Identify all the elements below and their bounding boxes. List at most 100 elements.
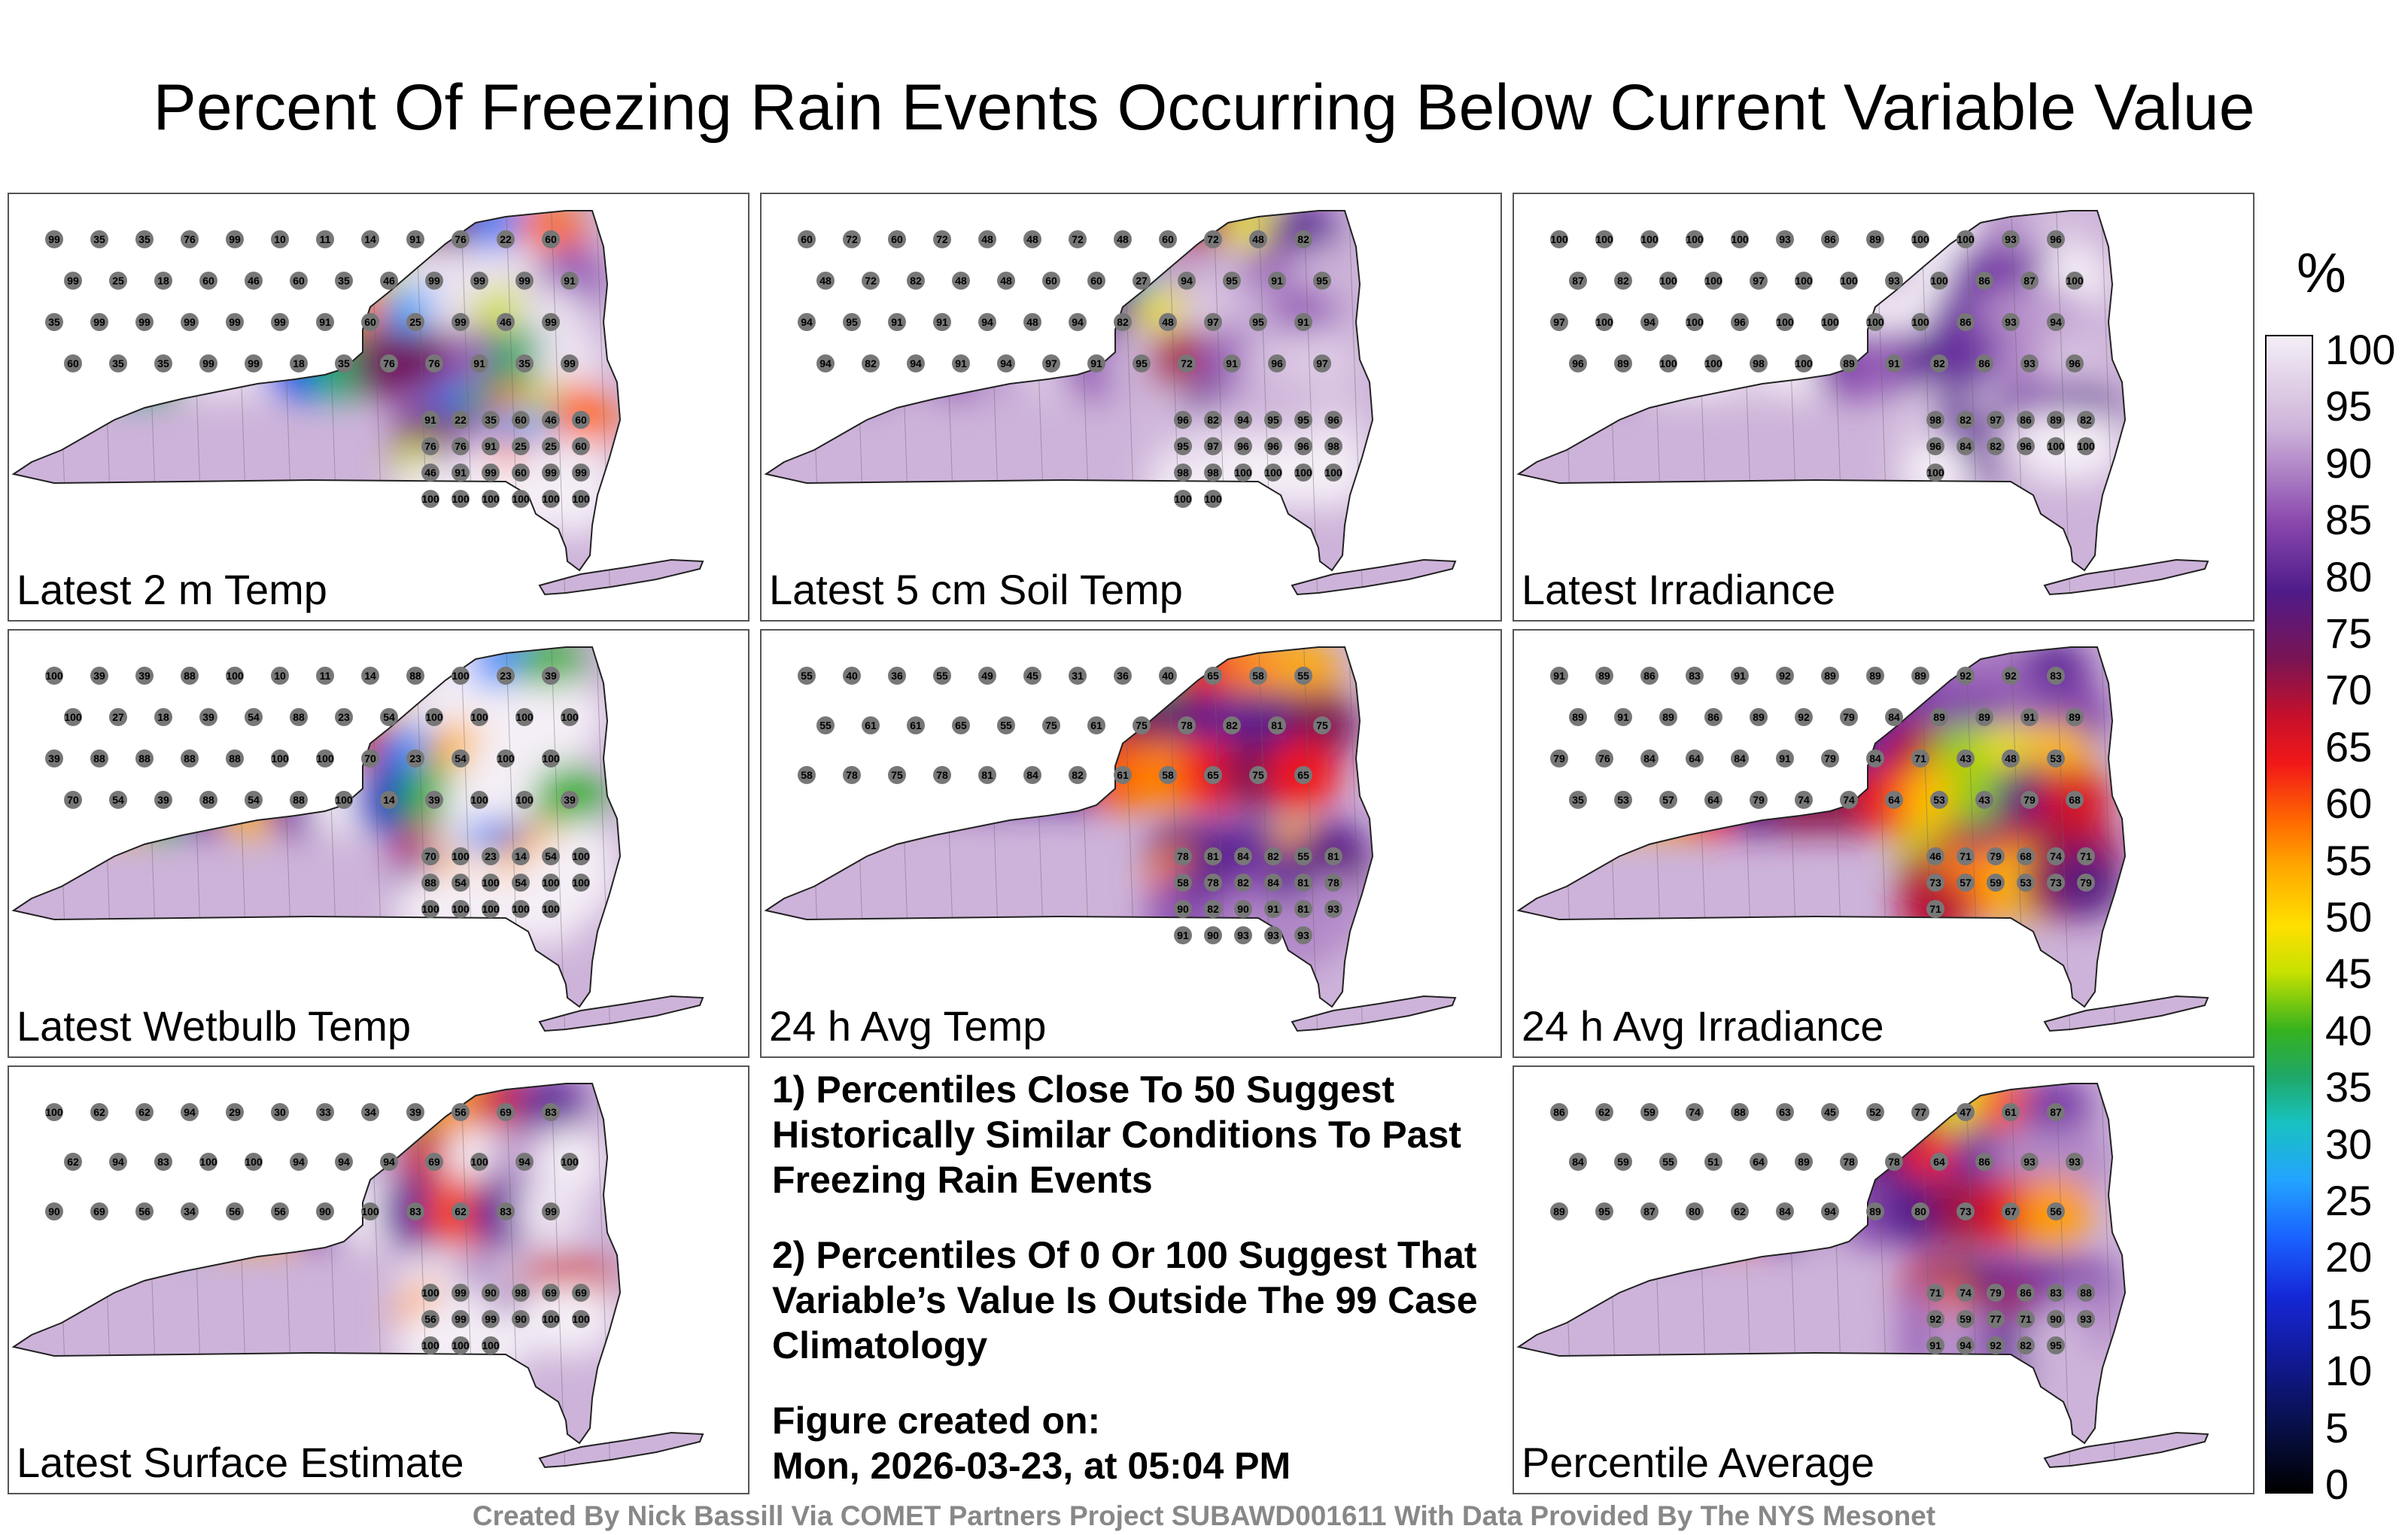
- station-dot: [361, 230, 379, 248]
- colorbar-tick: 85: [2325, 496, 2373, 544]
- station-dot: [1324, 411, 1342, 429]
- station-value: 89: [1598, 670, 1610, 682]
- station-value: 100: [470, 1156, 488, 1168]
- station-dot: [482, 437, 500, 455]
- station-value: 89: [2069, 711, 2081, 723]
- station-dot: [271, 313, 289, 331]
- station-dot: [542, 1103, 560, 1121]
- station-value: 100: [1294, 467, 1312, 479]
- station-value: 94: [1181, 275, 1193, 287]
- station-value: 100: [470, 711, 488, 723]
- station-value: 43: [1978, 794, 1990, 806]
- station-dot: [451, 874, 470, 892]
- station-value: 82: [1960, 414, 1972, 426]
- station-dot: [421, 1310, 439, 1328]
- station-value: 71: [1914, 752, 1926, 764]
- station-value: 56: [424, 1313, 436, 1325]
- station-dot: [1926, 847, 1944, 865]
- station-dot: [1614, 791, 1632, 809]
- station-dot: [361, 667, 379, 685]
- station-value: 59: [1960, 1313, 1972, 1325]
- station-dot: [888, 313, 906, 331]
- station-dot: [135, 1202, 154, 1220]
- station-dot: [482, 1310, 500, 1328]
- station-dot: [271, 230, 289, 248]
- station-dot: [1204, 766, 1222, 784]
- station-value: 100: [542, 903, 560, 915]
- station-dot: [2066, 272, 2084, 290]
- colorbar-tick: 30: [2325, 1120, 2373, 1168]
- station-value: 91: [1888, 357, 1900, 369]
- station-dot: [497, 1103, 515, 1121]
- station-dot: [245, 708, 263, 726]
- station-dot: [907, 716, 925, 734]
- station-value: 96: [1297, 440, 1309, 452]
- station-dot: [816, 272, 835, 290]
- station-dot: [421, 411, 439, 429]
- station-value: 84: [1869, 752, 1881, 764]
- station-dot: [1249, 313, 1267, 331]
- station-dot: [361, 1202, 379, 1220]
- station-value: 56: [138, 1205, 150, 1217]
- station-value: 89: [1843, 357, 1855, 369]
- station-value: 93: [2005, 233, 2017, 245]
- station-value: 91: [955, 357, 967, 369]
- station-dot: [1595, 667, 1613, 685]
- station-value: 18: [293, 357, 305, 369]
- note-1: 1) Percentiles Close To 50 Suggest Histo…: [772, 1068, 1461, 1201]
- county-line: [806, 647, 822, 1031]
- station-value: 70: [424, 850, 436, 862]
- station-value: 76: [428, 357, 440, 369]
- station-dot: [1204, 411, 1222, 429]
- station-dot: [199, 272, 217, 290]
- station-dot: [2017, 411, 2035, 429]
- station-value: 54: [112, 794, 124, 806]
- station-dot: [952, 272, 970, 290]
- station-dot: [1178, 716, 1196, 734]
- colorbar-tick: 55: [2325, 836, 2373, 884]
- station-value: 93: [1237, 929, 1249, 941]
- station-value: 99: [545, 1205, 557, 1217]
- station-value: 90: [1207, 929, 1219, 941]
- station-dot: [1956, 874, 1975, 892]
- station-dot: [1750, 1153, 1768, 1171]
- station-dot: [1042, 354, 1060, 372]
- station-value: 99: [138, 316, 150, 328]
- station-value: 68: [2020, 850, 2032, 862]
- station-dot: [406, 749, 424, 768]
- station-dot: [482, 411, 500, 429]
- station-value: 75: [891, 769, 903, 781]
- station-dot: [1042, 272, 1060, 290]
- station-value: 74: [1689, 1106, 1701, 1118]
- station-value: 90: [1237, 903, 1249, 915]
- station-value: 100: [542, 493, 560, 505]
- station-dot: [997, 272, 1015, 290]
- station-value: 58: [801, 769, 813, 781]
- station-dot: [997, 354, 1015, 372]
- station-value: 39: [93, 670, 105, 682]
- station-value: 60: [575, 440, 587, 452]
- station-dot: [542, 230, 560, 248]
- station-value: 30: [274, 1106, 286, 1118]
- station-value: 48: [819, 275, 832, 287]
- station-dot: [1087, 354, 1105, 372]
- station-dot: [421, 900, 439, 918]
- station-value: 84: [1267, 877, 1279, 889]
- station-dot: [1174, 926, 1192, 944]
- station-dot: [1069, 667, 1087, 685]
- station-value: 78: [1207, 877, 1219, 889]
- station-value: 47: [1960, 1106, 1972, 1118]
- panel-label: Latest 2 m Temp: [17, 566, 327, 613]
- station-value: 39: [157, 794, 169, 806]
- station-dot: [1614, 354, 1632, 372]
- station-value: 100: [226, 670, 244, 682]
- station-dot: [1659, 272, 1677, 290]
- station-value: 75: [1045, 719, 1057, 731]
- station-value: 84: [1026, 769, 1038, 781]
- station-value: 75: [1316, 719, 1328, 731]
- station-value: 100: [515, 711, 534, 723]
- station-dot: [1840, 708, 1858, 726]
- station-dot: [451, 1336, 470, 1354]
- station-dot: [978, 230, 996, 248]
- station-value: 100: [421, 1287, 439, 1299]
